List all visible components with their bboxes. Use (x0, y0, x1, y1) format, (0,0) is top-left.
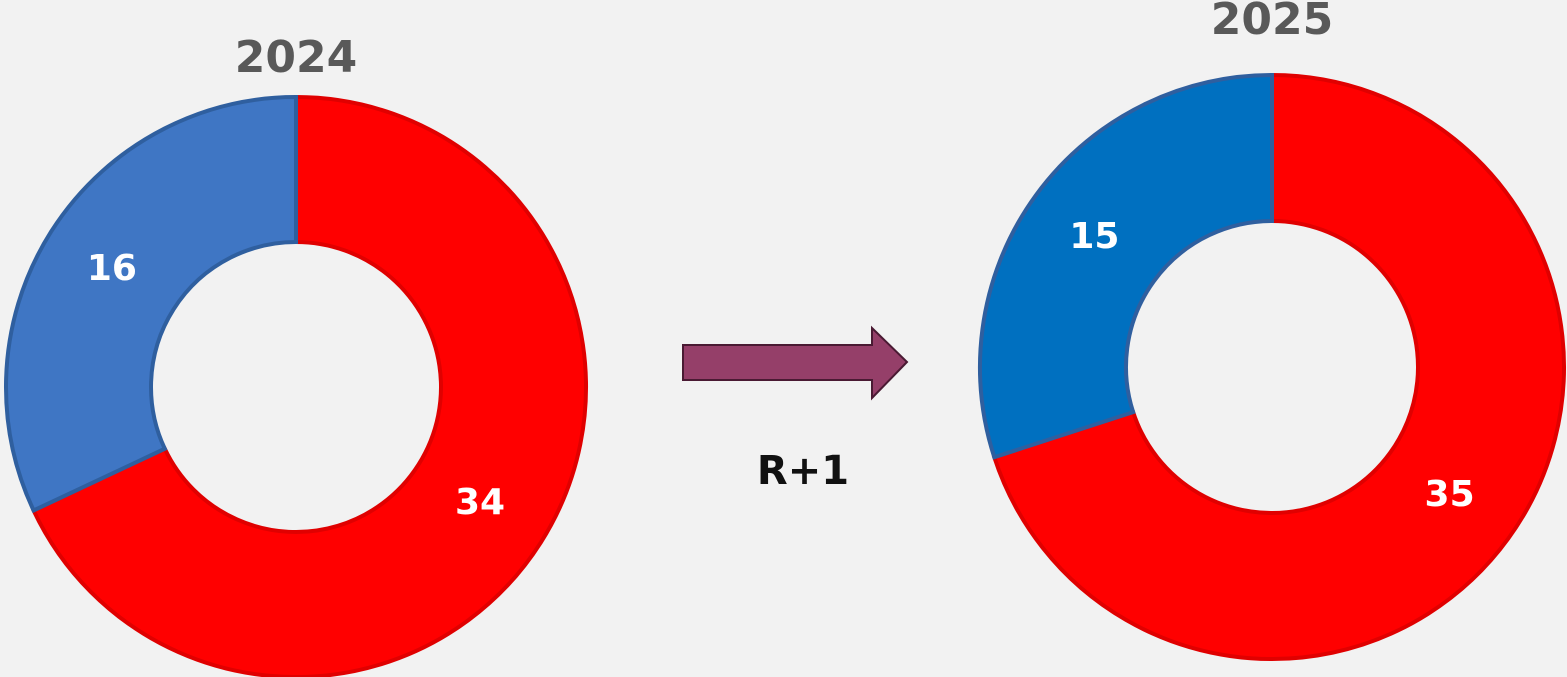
donut-slice (4, 94, 298, 514)
data-label: 16 (87, 248, 137, 289)
data-label: 34 (455, 482, 505, 523)
arrow (682, 325, 909, 401)
arrow-label: R+1 (757, 448, 849, 494)
donut-slice (991, 72, 1566, 661)
data-label: 15 (1069, 216, 1119, 257)
chart-title: 2025 (1211, 0, 1333, 45)
donut-slice (30, 94, 588, 677)
data-label: 35 (1425, 474, 1475, 515)
chart-title: 2024 (235, 32, 357, 83)
donut-slice (978, 72, 1274, 460)
